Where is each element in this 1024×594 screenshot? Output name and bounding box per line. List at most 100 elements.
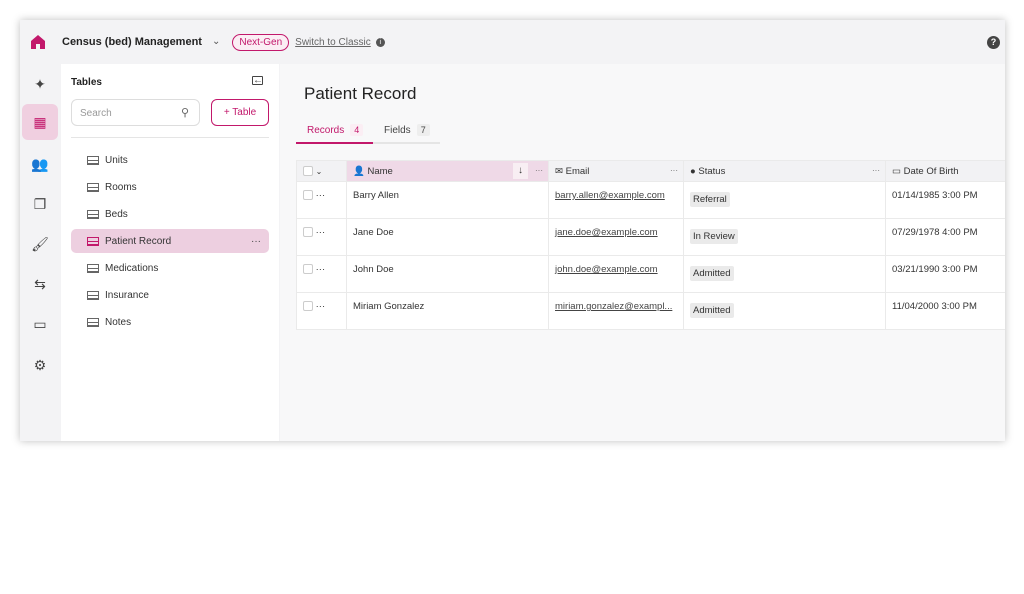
sidebar-item-medications[interactable]: Medications xyxy=(71,256,269,280)
card-icon[interactable]: ▭ xyxy=(33,315,47,332)
calendar-icon: ▭ xyxy=(892,165,901,177)
column-header-email[interactable]: ✉ Email ··· xyxy=(548,160,684,182)
sidebar-title: Tables xyxy=(71,77,102,88)
email-link[interactable]: john.doe@example.com xyxy=(555,264,658,275)
add-table-button[interactable]: + Table xyxy=(211,99,269,126)
table-icon xyxy=(87,182,99,192)
person-icon: 👤 xyxy=(353,165,365,177)
gear-icon[interactable]: ⚙ xyxy=(33,356,47,373)
table-icon xyxy=(87,290,99,300)
tab-count: 4 xyxy=(350,124,364,136)
brush-icon[interactable]: 🖌 xyxy=(31,235,49,252)
search-input[interactable]: Search ⚲ xyxy=(71,99,200,126)
table-icon[interactable]: ▦ xyxy=(22,104,58,140)
item-label: Medications xyxy=(105,262,159,274)
help-icon[interactable]: ? xyxy=(987,36,1000,49)
search-icon: ⚲ xyxy=(180,107,189,119)
item-label: Notes xyxy=(105,316,132,328)
documents-icon[interactable]: ❐ xyxy=(33,195,47,212)
column-header-status[interactable]: ● Status ··· xyxy=(683,160,886,182)
main-panel: Patient Record Records 4 Fields 7 ⌄ 👤 Name… xyxy=(280,64,1005,441)
users-icon[interactable]: 👥 xyxy=(31,155,49,172)
mail-icon: ✉ xyxy=(555,165,563,177)
divider xyxy=(71,137,269,138)
tab-records[interactable]: Records 4 xyxy=(307,124,364,136)
item-label: Rooms xyxy=(105,181,137,193)
column-label: Status xyxy=(698,165,726,177)
table-row[interactable]: ··· Miriam Gonzalez miriam.gonzalez@exampl… xyxy=(296,292,1005,330)
row-menu-icon[interactable]: ··· xyxy=(315,264,326,275)
chevron-down-icon[interactable]: ⌄ xyxy=(315,166,323,176)
row-menu-icon[interactable]: ··· xyxy=(315,301,326,312)
column-label: Email xyxy=(565,165,590,177)
tab-count: 7 xyxy=(416,124,430,136)
email-link[interactable]: barry.allen@example.com xyxy=(555,190,665,201)
sidebar-item-notes[interactable]: Notes xyxy=(71,310,269,334)
item-label: Insurance xyxy=(105,289,149,301)
table-icon xyxy=(87,317,99,327)
app-title: Census (bed) Management xyxy=(62,36,202,48)
row-checkbox[interactable] xyxy=(303,190,313,201)
sidebar-item-beds[interactable]: Beds xyxy=(71,202,269,226)
cell-dob[interactable]: 01/14/1985 3:00 PM xyxy=(885,181,1005,219)
select-all-checkbox[interactable] xyxy=(303,165,313,176)
row-checkbox[interactable] xyxy=(303,301,313,312)
tab-fields[interactable]: Fields 7 xyxy=(384,124,430,136)
table-row[interactable]: ··· John Doe john.doe@example.com Admitted 0… xyxy=(296,255,1005,293)
top-bar: Census (bed) Management ⌄ Next-Gen Switc… xyxy=(20,20,1005,64)
info-icon[interactable]: i xyxy=(375,37,385,47)
email-link[interactable]: miriam.gonzalez@exampl... xyxy=(555,301,673,312)
column-menu-icon[interactable]: ··· xyxy=(872,166,880,175)
sidebar-item-rooms[interactable]: Rooms xyxy=(71,175,269,199)
table-icon xyxy=(87,236,99,246)
column-label: Date Of Birth xyxy=(903,165,959,177)
sort-desc-icon[interactable]: ↓ xyxy=(513,163,528,179)
table-icon xyxy=(87,263,99,273)
row-menu-icon[interactable]: ··· xyxy=(315,227,326,238)
table-icon xyxy=(87,209,99,219)
tables-sidebar: Tables ← Search ⚲ + Table Units Rooms Bed… xyxy=(61,64,279,441)
row-checkbox[interactable] xyxy=(303,227,313,238)
page-title: Patient Record xyxy=(304,84,417,103)
row-menu-icon[interactable]: ··· xyxy=(315,190,326,201)
chevron-down-icon[interactable]: ⌄ xyxy=(211,36,221,47)
sidebar-item-units[interactable]: Units xyxy=(71,148,269,172)
workflow-icon[interactable]: ⇆ xyxy=(34,275,46,292)
cell-dob[interactable]: 11/04/2000 3:00 PM xyxy=(885,292,1005,330)
sidebar-item-patient-record[interactable]: Patient Record ··· xyxy=(71,229,269,253)
email-link[interactable]: jane.doe@example.com xyxy=(555,227,658,238)
sparkles-icon[interactable]: ✦ xyxy=(34,75,46,92)
column-menu-icon[interactable]: ··· xyxy=(670,166,678,175)
status-badge: Admitted xyxy=(690,266,734,281)
sidebar-item-insurance[interactable]: Insurance xyxy=(71,283,269,307)
cell-name[interactable]: John Doe xyxy=(346,255,549,293)
app-window: Census (bed) Management ⌄ Next-Gen Switc… xyxy=(20,20,1005,441)
next-gen-badge: Next-Gen xyxy=(232,33,290,51)
column-label: Name xyxy=(367,165,393,177)
table-row[interactable]: ··· Jane Doe jane.doe@example.com In Review… xyxy=(296,218,1005,256)
item-label: Beds xyxy=(105,208,128,220)
column-menu-icon[interactable]: ··· xyxy=(535,166,543,175)
row-checkbox[interactable] xyxy=(303,264,313,275)
table-icon xyxy=(87,155,99,165)
header-row: ⌄ 👤 Name ↓ ··· ✉ Email ··· ● Status ··· ▭ Da… xyxy=(296,160,1005,182)
switch-to-classic-link[interactable]: Switch to Classic xyxy=(295,36,371,48)
table-row[interactable]: ··· Barry Allen barry.allen@example.com Ref… xyxy=(296,181,1005,219)
select-all[interactable]: ⌄ xyxy=(296,160,347,182)
more-icon[interactable]: ··· xyxy=(251,235,261,247)
status-icon: ● xyxy=(690,165,696,177)
item-label: Patient Record xyxy=(105,235,172,247)
column-header-dob[interactable]: ▭ Date Of Birth xyxy=(885,160,1005,182)
column-header-name[interactable]: 👤 Name ↓ ··· xyxy=(346,160,549,182)
home-icon[interactable] xyxy=(30,34,46,50)
cell-dob[interactable]: 07/29/1978 4:00 PM xyxy=(885,218,1005,256)
collapse-sidebar-icon[interactable]: ← xyxy=(252,75,263,86)
records-table: ⌄ 👤 Name ↓ ··· ✉ Email ··· ● Status ··· ▭ Da… xyxy=(296,160,1005,330)
status-badge: Admitted xyxy=(690,303,734,318)
cell-name[interactable]: Barry Allen xyxy=(346,181,549,219)
cell-name[interactable]: Miriam Gonzalez xyxy=(346,292,549,330)
tab-label: Fields xyxy=(384,124,411,136)
cell-name[interactable]: Jane Doe xyxy=(346,218,549,256)
cell-dob[interactable]: 03/21/1990 3:00 PM xyxy=(885,255,1005,293)
item-label: Units xyxy=(105,154,128,166)
